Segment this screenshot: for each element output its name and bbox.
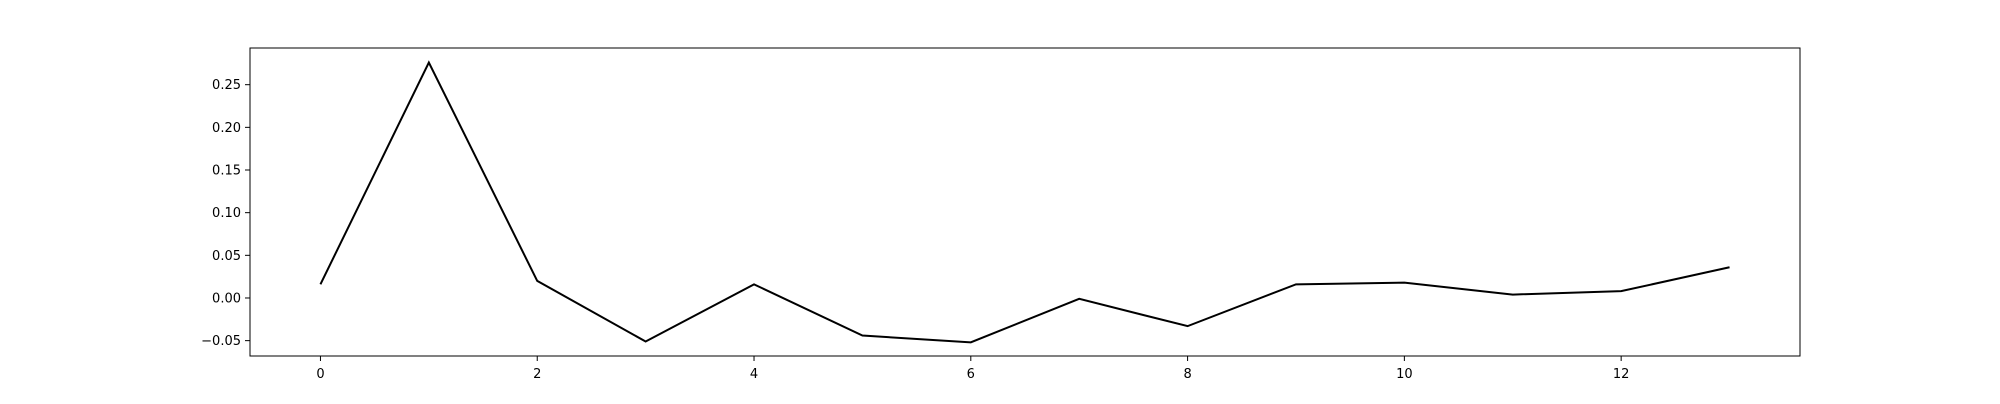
plot-background [250,48,1800,356]
y-tick-label: 0.15 [212,164,241,179]
x-tick-label: 10 [1396,367,1413,382]
y-tick-label: 0.25 [212,78,241,93]
y-tick-label: 0.10 [212,206,241,221]
y-tick-label: −0.05 [201,334,241,349]
y-tick-label: 0.00 [212,291,241,306]
x-tick-label: 8 [1183,367,1191,382]
y-tick-label: 0.05 [212,249,241,264]
y-tick-label: 0.20 [212,121,241,136]
y-axis: −0.05 0.00 0.05 0.10 0.15 0.20 0.25 [201,78,250,349]
x-axis: 0 2 4 6 8 10 12 [316,356,1629,382]
x-tick-label: 2 [533,367,541,382]
x-tick-label: 4 [750,367,758,382]
x-tick-label: 6 [967,367,975,382]
x-tick-label: 12 [1613,367,1630,382]
x-tick-label: 0 [316,367,324,382]
